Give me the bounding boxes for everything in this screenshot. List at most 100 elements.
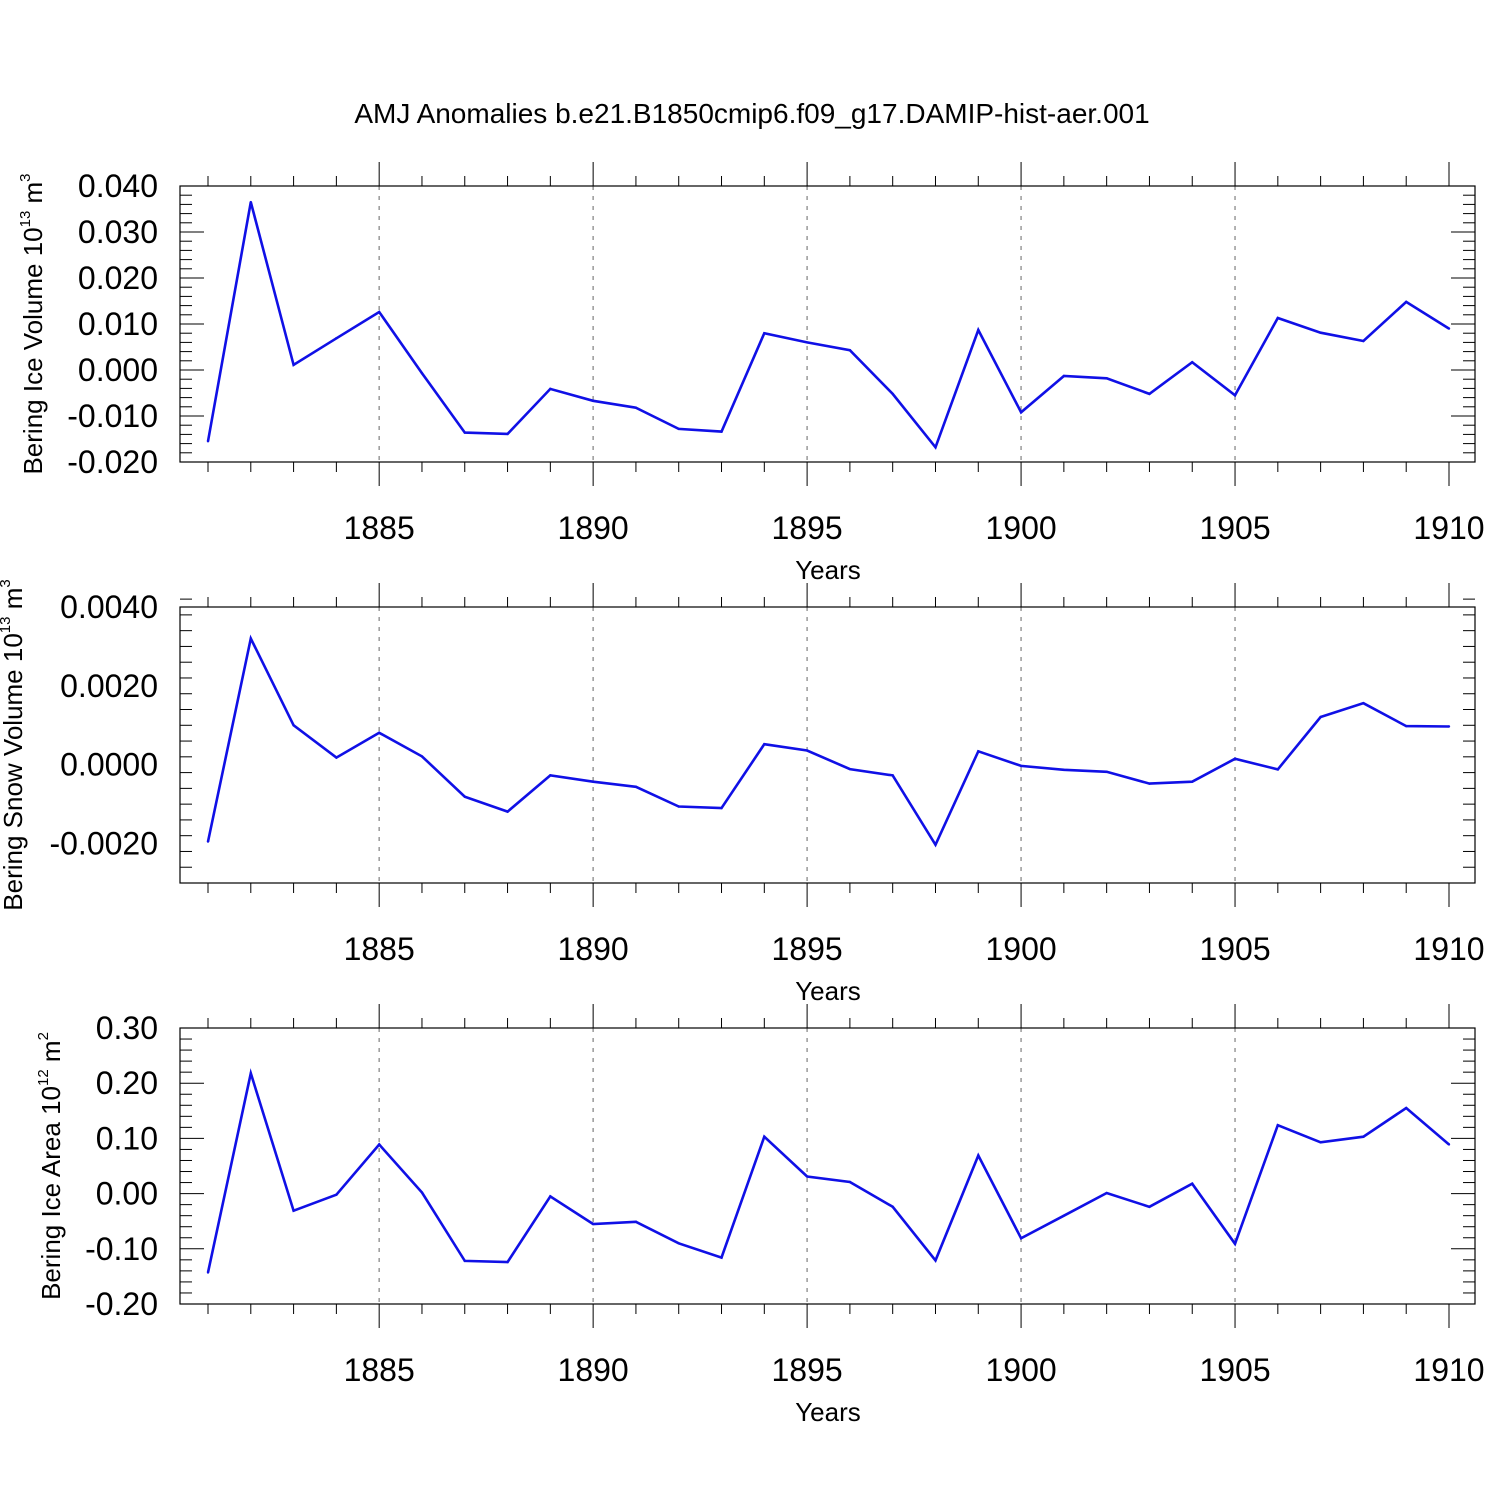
data-point bbox=[1276, 768, 1280, 771]
x-axis-label: Years bbox=[795, 555, 861, 585]
x-tick-label: 1900 bbox=[985, 1352, 1056, 1388]
plot-frame bbox=[179, 185, 1476, 463]
y-tick-label: 0.30 bbox=[96, 1010, 158, 1046]
data-point bbox=[763, 332, 766, 335]
data-point bbox=[1447, 1143, 1451, 1146]
data-point bbox=[1105, 1191, 1108, 1195]
data-point bbox=[634, 406, 638, 409]
data-point bbox=[1362, 339, 1365, 343]
data-point bbox=[1405, 1106, 1408, 1110]
y-tick-label: -0.010 bbox=[67, 398, 158, 434]
data-point bbox=[1276, 316, 1280, 320]
plot-frame bbox=[179, 606, 1476, 884]
data-point bbox=[677, 805, 680, 808]
data-point bbox=[977, 328, 980, 332]
data-point bbox=[1191, 1182, 1194, 1185]
data-point bbox=[720, 806, 723, 810]
data-point bbox=[1447, 725, 1451, 728]
data-point bbox=[934, 1259, 937, 1262]
data-point bbox=[1148, 1205, 1151, 1209]
y-tick-label: 0.030 bbox=[78, 214, 158, 250]
y-tick-label: 0.010 bbox=[78, 306, 158, 342]
data-point bbox=[1105, 770, 1108, 774]
data-point bbox=[591, 399, 595, 403]
data-point bbox=[377, 310, 381, 314]
data-point bbox=[506, 810, 509, 813]
data-point bbox=[591, 1222, 595, 1226]
y-tick-label: 0.0020 bbox=[60, 668, 158, 704]
data-point bbox=[634, 785, 638, 788]
data-point bbox=[934, 446, 937, 449]
data-point bbox=[1405, 300, 1408, 304]
data-point bbox=[292, 363, 295, 367]
data-point bbox=[934, 843, 937, 846]
data-point bbox=[763, 743, 766, 746]
data-point bbox=[463, 795, 466, 798]
data-point bbox=[634, 1220, 638, 1223]
x-axis-label: Years bbox=[795, 1397, 861, 1427]
y-axis-label: Bering Ice Volume 1013 m3 bbox=[17, 173, 48, 474]
chart-title: AMJ Anomalies b.e21.B1850cmip6.f09_g17.D… bbox=[354, 98, 1149, 129]
data-point bbox=[1019, 1237, 1023, 1240]
panel-1: 0.040 0.030 0.020 0.010 0.000 -0.010 -0.020 188… bbox=[17, 162, 1485, 585]
data-point bbox=[1276, 1123, 1280, 1127]
data-point bbox=[1148, 392, 1151, 396]
data-point bbox=[549, 1195, 552, 1198]
x-tick-label: 1910 bbox=[1413, 1352, 1484, 1388]
data-point bbox=[1105, 377, 1108, 380]
data-point bbox=[1191, 780, 1194, 783]
x-tick-label: 1890 bbox=[558, 1352, 629, 1388]
x-tick-label: 1905 bbox=[1199, 510, 1270, 546]
data-point bbox=[1447, 327, 1451, 330]
data-point bbox=[292, 724, 295, 727]
data-point bbox=[1062, 1214, 1066, 1217]
panels: 0.040 0.030 0.020 0.010 0.000 -0.010 -0.020 188… bbox=[0, 162, 1485, 1427]
series-line bbox=[206, 634, 1450, 848]
data-point bbox=[335, 1193, 338, 1196]
data-point bbox=[249, 1072, 252, 1075]
y-tick-label: 0.020 bbox=[78, 260, 158, 296]
y-tick-label: 0.20 bbox=[96, 1065, 158, 1101]
plot-frame bbox=[179, 1027, 1476, 1305]
data-point bbox=[420, 372, 424, 375]
data-point bbox=[677, 427, 680, 431]
data-point bbox=[1148, 782, 1151, 785]
data-point bbox=[977, 1154, 980, 1157]
x-axis-label: Years bbox=[795, 976, 861, 1006]
data-point bbox=[1233, 394, 1237, 397]
data-point bbox=[1062, 374, 1066, 378]
data-point bbox=[377, 731, 381, 734]
data-point bbox=[206, 440, 210, 443]
data-point bbox=[549, 774, 552, 777]
y-tick-label: 0.10 bbox=[96, 1120, 158, 1156]
data-point bbox=[848, 767, 852, 771]
x-tick-label: 1910 bbox=[1413, 510, 1484, 546]
data-point bbox=[805, 341, 809, 344]
y-axis-label: Bering Ice Area 1012 m2 bbox=[35, 1032, 66, 1300]
data-point bbox=[377, 1143, 381, 1146]
data-point bbox=[805, 1175, 809, 1178]
data-point bbox=[805, 749, 809, 752]
x-tick-label: 1890 bbox=[558, 510, 629, 546]
data-point bbox=[206, 1271, 210, 1274]
data-point bbox=[763, 1135, 766, 1138]
data-point bbox=[1062, 768, 1066, 772]
data-point bbox=[506, 432, 509, 436]
data-point bbox=[1319, 1141, 1322, 1144]
x-tick-label: 1905 bbox=[1199, 1352, 1270, 1388]
data-point bbox=[249, 200, 252, 204]
data-point bbox=[335, 756, 338, 759]
data-point bbox=[891, 1205, 894, 1209]
data-point bbox=[420, 755, 424, 758]
x-tick-label: 1895 bbox=[772, 510, 843, 546]
data-point bbox=[591, 780, 595, 783]
y-tick-label: 0.00 bbox=[96, 1176, 158, 1212]
y-tick-label: 0.0040 bbox=[60, 589, 158, 625]
y-axis-label: Bering Snow Volume 1013 m3 bbox=[0, 579, 28, 910]
data-point bbox=[506, 1260, 509, 1264]
data-point bbox=[249, 637, 252, 640]
y-tick-label: 0.040 bbox=[78, 168, 158, 204]
x-tick-label: 1885 bbox=[344, 1352, 415, 1388]
data-point bbox=[848, 349, 852, 352]
